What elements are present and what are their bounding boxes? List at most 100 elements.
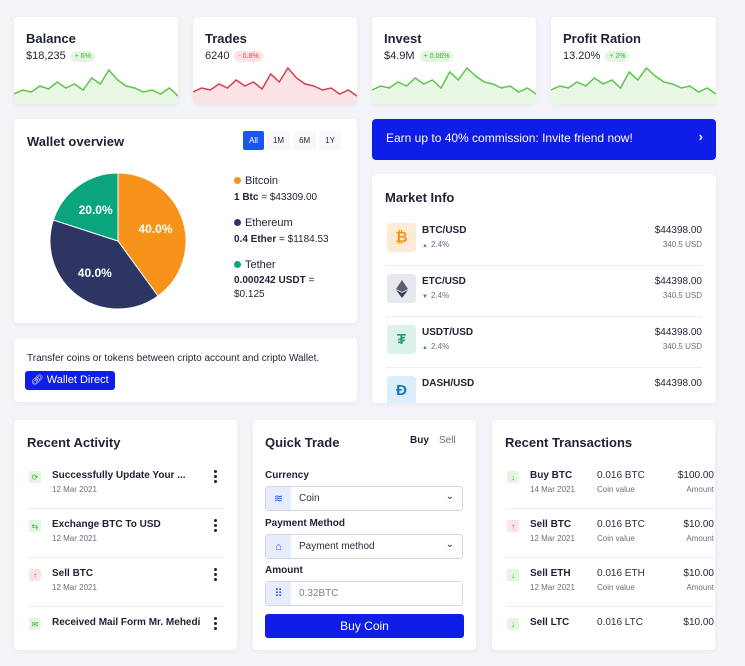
transaction-amount: 0.016 BTC <box>597 470 645 481</box>
legend-ethereum: Ethereum 0.4 Ether = $1184.53 <box>234 217 329 245</box>
market-row[interactable]: ₮ USDT/USD ▲ 2.4% $44398.00 340.5 USD <box>386 317 702 368</box>
trend-up-icon: ▲ <box>422 243 428 249</box>
market-price: $44398.00 <box>654 276 702 287</box>
market-price: $44398.00 <box>654 327 702 338</box>
trade-tab-buy[interactable]: Buy <box>410 435 429 446</box>
payment-method-label: Payment Method <box>265 518 346 529</box>
transaction-row[interactable]: ↓ Sell ETH 12 Mar 2021 0.016 ETH Coin va… <box>505 558 714 607</box>
stat-value: $18,235 + 6% <box>26 50 95 62</box>
chevron-down-icon: ⌄ <box>445 539 454 550</box>
wallet-direct-button[interactable]: 🔗︎ Wallet Direct <box>25 371 115 390</box>
pie-slice-tether[interactable] <box>52 172 119 242</box>
chevron-down-icon: ⌄ <box>445 491 454 502</box>
legend-amount: 1 Btc <box>234 192 259 203</box>
stat-change-badge: + 0.06% <box>419 50 454 62</box>
market-pair: BTC/USD <box>422 225 467 236</box>
activity-row[interactable]: ✉ Received Mail Form Mr. Mehedi <box>27 607 225 650</box>
market-row[interactable]: Ð DASH/USD $44398.00 <box>386 368 702 403</box>
range-tabs: All 1M 6M 1Y <box>243 131 341 150</box>
stat-amount: 6240 <box>205 50 230 62</box>
more-options-icon[interactable] <box>214 617 218 630</box>
ethereum-icon <box>387 274 416 303</box>
bank-icon: ⌂ <box>266 535 291 558</box>
buy-coin-button[interactable]: Buy Coin <box>265 614 464 638</box>
range-tab-6m[interactable]: 6M <box>293 131 317 150</box>
amount-placeholder: 0.32BTC <box>299 588 339 599</box>
wallet-overview-title: Wallet overview <box>27 134 125 149</box>
range-tab-1m[interactable]: 1M <box>266 131 291 150</box>
stat-card-profit: Profit Ration 13.20% + 2% <box>551 17 716 104</box>
invite-promo-banner[interactable]: Earn up to 40% commission: Invite friend… <box>372 119 716 160</box>
market-pair: ETC/USD <box>422 276 466 287</box>
range-tab-1y[interactable]: 1Y <box>319 131 341 150</box>
transaction-usd: $100.00 <box>677 470 714 481</box>
sparkline <box>551 66 716 104</box>
quick-trade-title: Quick Trade <box>265 435 340 450</box>
range-tab-all[interactable]: All <box>243 131 264 150</box>
arrow-up-icon: ↑ <box>29 569 41 581</box>
market-info-title: Market Info <box>385 190 455 205</box>
stat-title: Balance <box>26 31 76 46</box>
transaction-coin-label: Coin value <box>597 534 635 543</box>
trend-up-icon: ▲ <box>422 345 428 351</box>
stat-amount: 13.20% <box>563 50 601 62</box>
pie-slice-ethereum[interactable] <box>49 219 159 310</box>
amount-input[interactable]: ⠿ 0.32BTC <box>265 581 463 606</box>
arrow-down-icon: ↓ <box>507 618 519 630</box>
pie-slice-bitcoin[interactable] <box>117 172 187 297</box>
sparkline-area <box>372 68 536 104</box>
stat-value: 6240 - 0.8% <box>205 50 263 62</box>
stat-change-badge: + 6% <box>70 50 95 62</box>
transaction-usd-label: Amount <box>686 485 714 494</box>
market-row[interactable]: ₿ BTC/USD ▲ 2.4% $44398.00 340.5 USD <box>386 215 702 266</box>
stat-title: Profit Ration <box>563 31 641 46</box>
sparkline-line <box>193 66 357 97</box>
ethereum-dot <box>234 219 241 226</box>
stat-amount: $18,235 <box>26 50 66 62</box>
transaction-name: Buy BTC <box>530 470 573 481</box>
transaction-coin-label: Coin value <box>597 485 635 494</box>
currency-select[interactable]: ≋ Coin ⌄ <box>265 486 463 511</box>
arrow-down-icon: ↓ <box>507 471 519 483</box>
arrow-up-icon: ↑ <box>507 520 519 532</box>
market-change: ▲ 2.4% <box>422 240 449 249</box>
activity-row[interactable]: ⇆ Exchange BTC To USD 12 Mar 2021 <box>27 509 225 558</box>
stat-title: Trades <box>205 31 247 46</box>
legend-tether: Tether 0.000242 USDT = $0.125 <box>234 259 344 302</box>
legend-name: Ethereum <box>245 217 293 229</box>
activity-row[interactable]: ⟳ Successfully Update Your ... 12 Mar 20… <box>27 460 225 509</box>
stat-change-badge: + 2% <box>605 50 630 62</box>
more-options-icon[interactable] <box>214 519 218 532</box>
legend-bitcoin: Bitcoin 1 Btc = $43309.00 <box>234 175 317 203</box>
bitcoin-dot <box>234 177 241 184</box>
transaction-date: 14 Mar 2021 <box>530 485 575 494</box>
transaction-coin-label: Coin value <box>597 583 635 592</box>
transaction-date: 12 Mar 2021 <box>530 583 575 592</box>
transaction-row[interactable]: ↓ Sell LTC 0.016 LTC $10.00 <box>505 607 714 650</box>
more-options-icon[interactable] <box>214 470 218 483</box>
ethereum-glyph <box>395 279 408 298</box>
transaction-row[interactable]: ↓ Buy BTC 14 Mar 2021 0.016 BTC Coin val… <box>505 460 714 509</box>
sparkline-line <box>14 68 178 97</box>
legend-name: Bitcoin <box>245 175 279 187</box>
market-row[interactable]: ETC/USD ▼ 2.4% $44398.00 340.5 USD <box>386 266 702 317</box>
transaction-row[interactable]: ↑ Sell BTC 12 Mar 2021 0.016 BTC Coin va… <box>505 509 714 558</box>
link-icon: 🔗︎ <box>31 375 44 386</box>
activity-row[interactable]: ↑ Sell BTC 12 Mar 2021 <box>27 558 225 607</box>
market-usd: 340.5 USD <box>662 240 702 249</box>
pie-slice-label: 40.0% <box>78 266 112 280</box>
sparkline-area <box>551 68 716 104</box>
transaction-amount: 0.016 ETH <box>597 568 645 579</box>
trade-tab-sell[interactable]: Sell <box>439 435 456 446</box>
market-usd: 340.5 USD <box>662 342 702 351</box>
activity-title: Exchange BTC To USD <box>52 519 161 530</box>
activity-title: Received Mail Form Mr. Mehedi <box>52 617 201 628</box>
pie-slice-label: 20.0% <box>79 203 113 217</box>
bitcoin-icon: ₿ <box>387 223 416 252</box>
more-options-icon[interactable] <box>214 568 218 581</box>
legend-value: = $43309.00 <box>258 192 318 203</box>
payment-method-select[interactable]: ⌂ Payment method ⌄ <box>265 534 463 559</box>
dash-icon: Ð <box>387 376 416 403</box>
transfer-card: Transfer coins or tokens between cripto … <box>14 338 357 402</box>
wallet-pie-chart: 40.0% 40.0% 20.0% <box>49 172 187 310</box>
